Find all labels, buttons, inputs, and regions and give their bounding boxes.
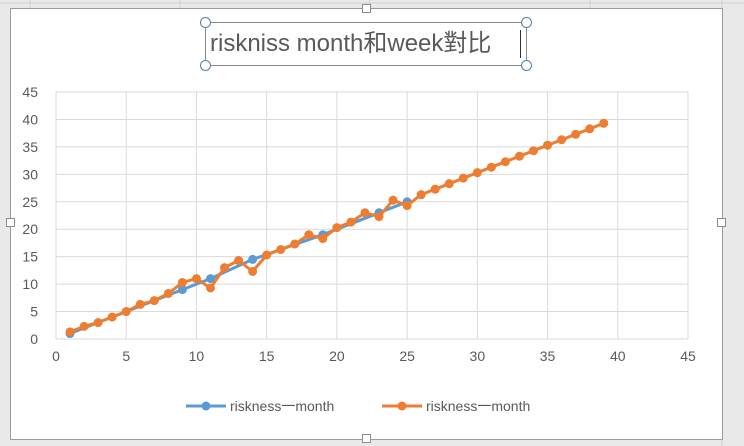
series-2-point-18 bbox=[304, 230, 314, 240]
series-2-point-37 bbox=[571, 129, 581, 139]
series-2-point-10 bbox=[191, 274, 201, 284]
chart-resize-handle-bottom[interactable] bbox=[362, 434, 371, 443]
x-tick-label-8: 40 bbox=[610, 348, 626, 364]
title-resize-handle-top-left[interactable] bbox=[200, 17, 211, 28]
series-2-point-7 bbox=[149, 296, 159, 306]
x-tick-label-5: 25 bbox=[399, 348, 415, 364]
series-2-point-19 bbox=[318, 234, 328, 244]
chart-resize-handle-top[interactable] bbox=[362, 4, 371, 13]
legend-label-2: riskness一month bbox=[426, 398, 531, 414]
series-2-point-38 bbox=[585, 124, 595, 134]
series-1-point-4 bbox=[248, 254, 258, 264]
series-2-point-39 bbox=[599, 118, 609, 128]
series-2-point-35 bbox=[543, 140, 553, 150]
series-2-point-16 bbox=[276, 245, 286, 255]
series-2-point-31 bbox=[486, 162, 496, 172]
series-2-point-2 bbox=[79, 321, 89, 331]
x-tick-label-6: 30 bbox=[470, 348, 486, 364]
series-2-point-5 bbox=[121, 307, 131, 317]
series-2-point-17 bbox=[290, 239, 300, 249]
x-tick-label-1: 5 bbox=[122, 348, 130, 364]
x-tick-label-4: 20 bbox=[329, 348, 345, 364]
chart-title-selection-box[interactable] bbox=[205, 22, 527, 66]
legend-marker-1 bbox=[186, 401, 226, 411]
legend-marker-2 bbox=[382, 401, 422, 411]
series-2-point-28 bbox=[444, 179, 454, 189]
series-2-point-29 bbox=[458, 173, 468, 183]
series-2-point-21 bbox=[346, 217, 356, 227]
series-2-point-26 bbox=[416, 190, 426, 200]
text-cursor bbox=[520, 30, 521, 58]
series-2-point-15 bbox=[262, 250, 272, 260]
y-tick-label-8: 40 bbox=[22, 111, 38, 127]
series-2-point-3 bbox=[93, 318, 103, 328]
y-tick-label-4: 20 bbox=[22, 221, 38, 237]
chart-title[interactable]: riskniss month和week對比 bbox=[210, 30, 492, 57]
title-resize-handle-bottom-right[interactable] bbox=[521, 60, 532, 71]
x-tick-label-3: 15 bbox=[259, 348, 275, 364]
y-tick-label-3: 15 bbox=[22, 249, 38, 265]
y-tick-label-2: 10 bbox=[22, 276, 38, 292]
series-2-point-8 bbox=[163, 288, 173, 298]
series-2-point-33 bbox=[514, 151, 524, 161]
legend[interactable]: riskness一month riskness一month bbox=[0, 396, 744, 416]
series-1-point-2 bbox=[177, 285, 187, 295]
legend-label-1: riskness一month bbox=[230, 398, 335, 414]
y-tick-label-7: 35 bbox=[22, 139, 38, 155]
series-2-point-14 bbox=[248, 266, 258, 276]
series-1-point-3 bbox=[205, 274, 215, 284]
series-2-point-13 bbox=[234, 256, 244, 266]
title-resize-handle-top-right[interactable] bbox=[521, 17, 532, 28]
chart-resize-handle-right[interactable] bbox=[717, 218, 726, 227]
chart-area[interactable] bbox=[10, 8, 723, 440]
series-2-point-24 bbox=[388, 195, 398, 205]
series-2-point-9 bbox=[177, 277, 187, 287]
chart-resize-handle-left[interactable] bbox=[6, 218, 15, 227]
series-2-point-1 bbox=[65, 327, 75, 337]
title-resize-handle-bottom-left[interactable] bbox=[200, 60, 211, 71]
series-2-point-34 bbox=[529, 146, 539, 156]
series-2-point-27 bbox=[430, 184, 440, 194]
x-tick-label-7: 35 bbox=[540, 348, 556, 364]
series-2-point-22 bbox=[360, 208, 370, 218]
x-tick-label-9: 45 bbox=[680, 348, 696, 364]
series-2-point-20 bbox=[332, 223, 342, 233]
series-2-point-30 bbox=[472, 168, 482, 178]
y-tick-label-5: 25 bbox=[22, 194, 38, 210]
y-tick-label-9: 45 bbox=[22, 84, 38, 100]
y-tick-label-0: 0 bbox=[30, 331, 38, 347]
x-tick-label-2: 10 bbox=[189, 348, 205, 364]
series-2-point-25 bbox=[402, 201, 412, 211]
series-2-point-4 bbox=[107, 312, 117, 322]
x-tick-label-0: 0 bbox=[52, 348, 60, 364]
y-tick-label-1: 5 bbox=[30, 304, 38, 320]
series-2-point-6 bbox=[135, 299, 145, 309]
series-2-point-36 bbox=[557, 135, 567, 145]
series-2-point-23 bbox=[374, 212, 384, 222]
y-tick-label-6: 30 bbox=[22, 166, 38, 182]
series-2-point-12 bbox=[220, 263, 230, 273]
series-2-point-32 bbox=[500, 157, 510, 167]
series-2-point-11 bbox=[205, 283, 215, 293]
